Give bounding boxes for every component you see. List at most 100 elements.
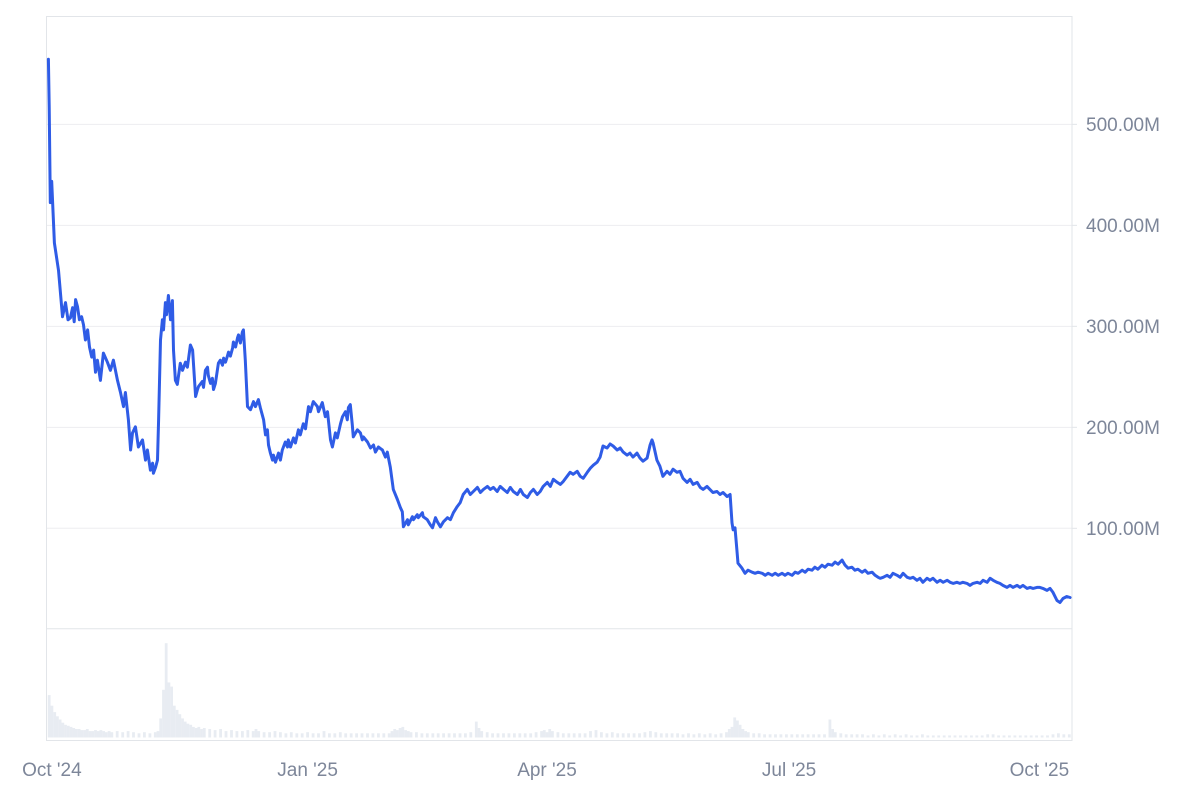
volume-bar [937,735,941,738]
volume-bar [1057,733,1060,738]
volume-bar [649,731,652,738]
volume-bar [643,732,647,738]
volume-bar [398,728,402,738]
y-gridlines [46,123,1072,529]
volume-bar [931,735,935,738]
volume-bar [654,732,658,738]
volume-bar [121,732,125,738]
volume-bar [953,735,957,738]
volume-bar [126,731,130,738]
volume-bar [921,734,924,738]
volume-bar [877,735,881,738]
volume-bar [795,734,799,738]
volume-bar [382,733,386,738]
volume-bar [80,730,84,738]
volume-bar [50,705,54,738]
volume-bar [746,732,750,738]
volume-bar [589,731,592,738]
volume-bar [665,733,669,738]
volume-bar [387,733,391,738]
volume-bar [132,732,135,738]
y-axis-labels: 100.00M 200.00M 300.00M 400.00M 500.00M [1086,115,1160,540]
volume-bar [779,734,783,738]
volume-bar [311,733,315,738]
volume-bar [1024,735,1028,738]
volume-bar [164,643,168,738]
volume-bar [888,735,892,738]
volume-bar [317,733,320,738]
volume-bar [447,733,451,738]
x-tick-label: Oct '24 [22,760,82,781]
volume-bar [1062,734,1066,738]
volume-bar [72,728,76,738]
x-tick-label: Oct '25 [1010,760,1070,781]
volume-bar [360,733,364,738]
volume-bar [534,732,538,738]
volume-bar [496,733,500,738]
volume-bar [744,731,747,738]
volume-bar [578,733,582,738]
x-tick-label: Jul '25 [762,760,816,781]
y-tick-label: 100.00M [1086,519,1160,540]
volume-bar [396,730,399,738]
volume-bar [1018,735,1022,738]
volume-bar [828,719,832,738]
volume-bar [600,732,603,738]
volume-bar [997,735,1000,738]
volume-bar [409,732,413,738]
volume-bar [638,733,641,738]
volume-bar [208,729,212,738]
volume-bar [284,733,288,738]
volume-bar [474,721,478,738]
volume-bar [338,732,342,738]
volume-bar [143,732,146,738]
volume-bar [942,735,946,738]
volume-bar [1035,735,1038,738]
volume-bar [241,731,244,738]
volume-bar [991,734,995,738]
volume-bar [219,729,222,738]
volume-bar [458,733,462,738]
volume-bar [632,733,636,738]
volume-bar [594,730,598,738]
x-axis-labels: Oct '24 Jan '25 Apr '25 Jul '25 Oct '25 [22,760,1069,781]
volume-bar [926,735,930,738]
volume-bar [518,733,522,738]
volume-bar [197,726,201,738]
volume-bar [1013,735,1017,738]
volume-bar [289,732,293,738]
y-tick-label: 200.00M [1086,418,1160,439]
volume-bar [322,731,326,738]
volume-bar [513,733,516,738]
volume-bar [420,733,424,738]
volume-bar [404,730,407,738]
volume-bar [790,734,794,738]
volume-bar [167,682,171,738]
volume-bar [53,712,57,738]
volume-bar [64,724,67,738]
volume-bar [1002,735,1006,738]
volume-bar [833,732,837,738]
volume-bar [551,731,554,738]
volume-bars [47,643,1071,738]
volume-bar [774,734,777,738]
volume-bar [948,735,951,738]
volume-bar [47,695,51,738]
volume-bar [676,733,679,738]
volume-bar [96,731,100,738]
volume-bar [714,734,718,738]
volume-bar [355,733,358,738]
volume-bar [162,689,165,738]
volume-bar [246,730,250,738]
volume-bar [708,733,712,738]
volume-bar [1051,734,1055,738]
y-tick-label: 400.00M [1086,216,1160,237]
volume-bar [812,734,815,738]
volume-bar [692,734,696,738]
volume-bar [156,731,160,738]
volume-bar [1029,735,1033,738]
volume-bar [477,728,481,738]
volume-bar [866,735,870,738]
volume-bar [137,733,141,738]
